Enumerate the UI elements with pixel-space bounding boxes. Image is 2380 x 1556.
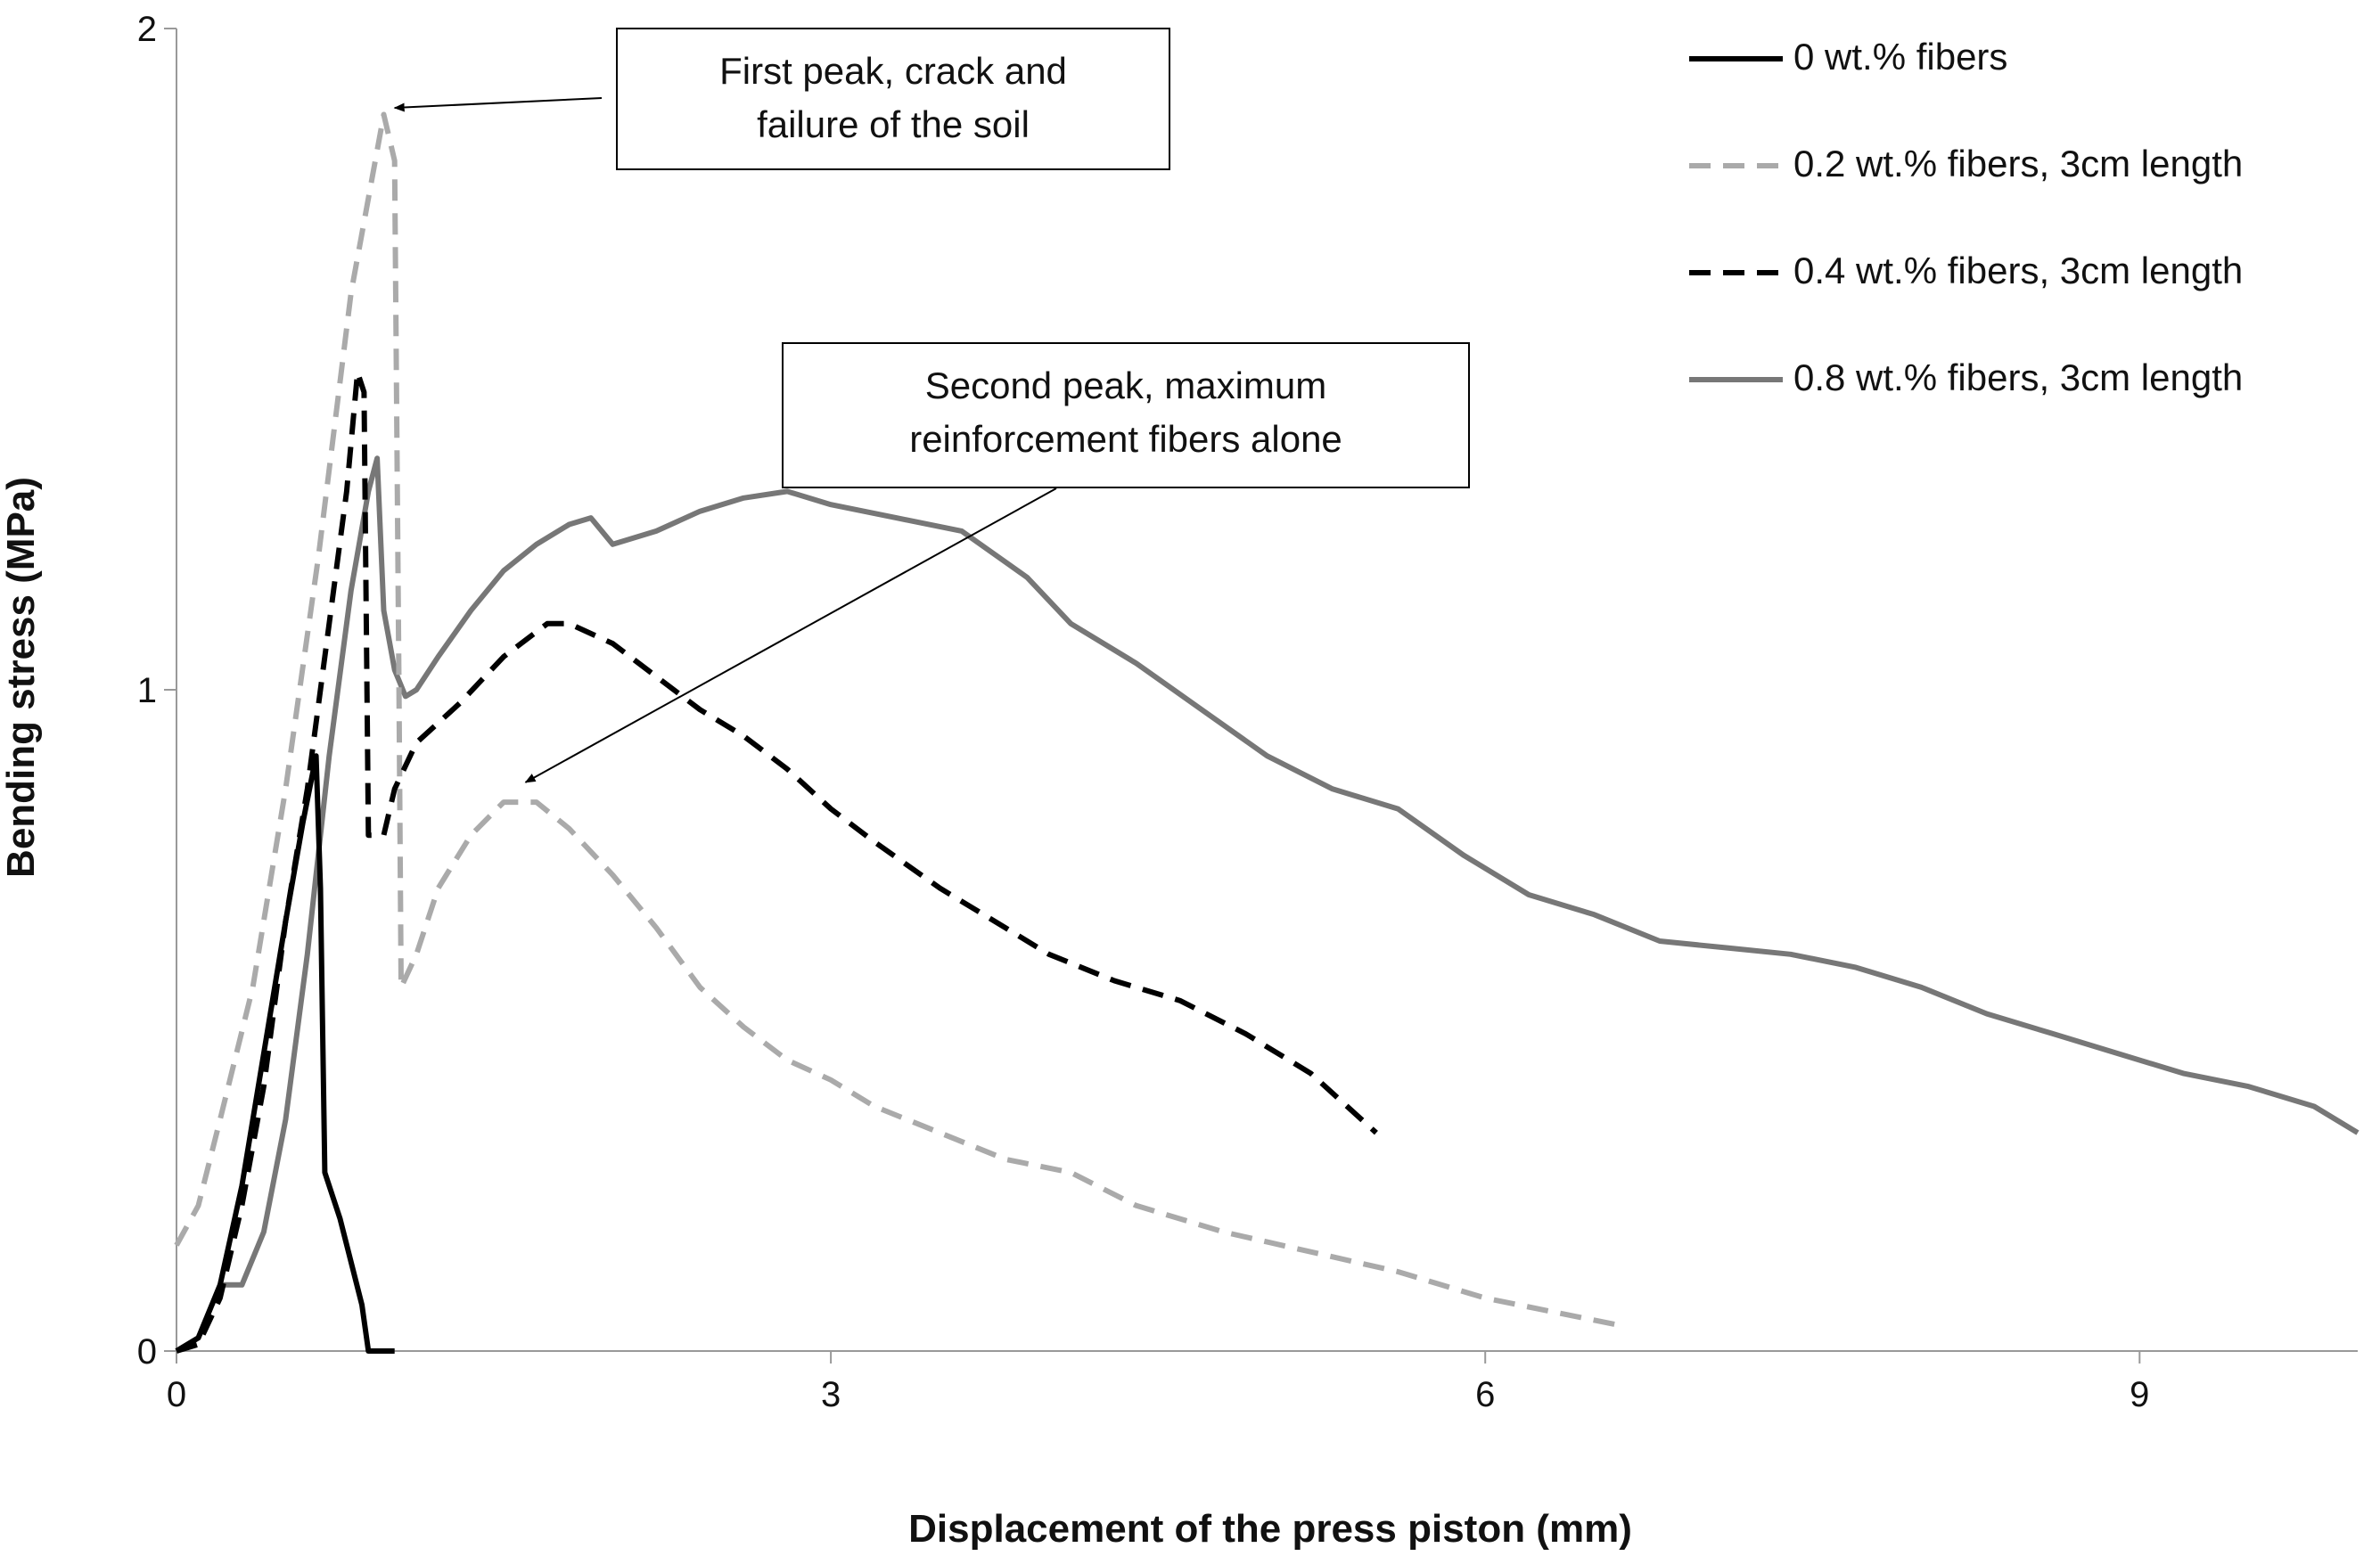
y-tick-label: 0 xyxy=(137,1332,157,1372)
legend-item-0-2-wt-fibers-3cm-length: 0.2 wt.% fibers, 3cm length xyxy=(1689,143,2243,184)
annotation-arrow xyxy=(393,97,603,112)
annotation-text-line: reinforcement fibers alone xyxy=(909,418,1342,460)
legend-item-0-4-wt-fibers-3cm-length: 0.4 wt.% fibers, 3cm length xyxy=(1689,250,2243,291)
series-line-0-2-wt-fibers-3cm-length xyxy=(174,111,1617,1328)
y-tick-label: 2 xyxy=(137,10,157,49)
x-axis-title: Displacement of the press piston (mm) xyxy=(908,1507,1632,1551)
legend-item-0-8-wt-fibers-3cm-length: 0.8 wt.% fibers, 3cm length xyxy=(1689,356,2243,398)
series-line-0-8-wt-fibers-3cm-length xyxy=(175,455,2359,1354)
x-tick-label: 9 xyxy=(2130,1375,2149,1414)
annotation-text-line: failure of the soil xyxy=(757,103,1030,145)
series-layer xyxy=(174,111,2359,1354)
legend-label: 0 wt.% fibers xyxy=(1793,36,2007,78)
legend-label: 0.8 wt.% fibers, 3cm length xyxy=(1793,356,2243,398)
series-line-0-wt-fibers xyxy=(175,753,395,1354)
annotation-1: First peak, crack and failure of the soil xyxy=(393,28,1170,170)
x-tick-label: 6 xyxy=(1475,1375,1495,1414)
legend: 0 wt.% fibers 0.2 wt.% fibers, 3cm length… xyxy=(1689,36,2243,398)
legend-label: 0.2 wt.% fibers, 3cm length xyxy=(1793,143,2243,184)
legend-item-0-wt-fibers: 0 wt.% fibers xyxy=(1689,36,2007,78)
x-tick-label: 3 xyxy=(821,1375,841,1414)
annotation-layer: First peak, crack and failure of the soil… xyxy=(393,28,1470,783)
annotation-arrow xyxy=(524,487,1057,783)
annotation-text-line: Second peak, maximum xyxy=(925,364,1327,406)
x-tick-label: 0 xyxy=(167,1375,186,1414)
annotation-text-line: First peak, crack and xyxy=(719,50,1067,92)
annotation-box xyxy=(616,28,1170,170)
y-axis-title: Bending stress (MPa) xyxy=(0,477,43,878)
series-line-0-4-wt-fibers-3cm-length xyxy=(176,369,1378,1354)
annotation-2: Second peak, maximum reinforcement fibers… xyxy=(524,342,1470,783)
legend-label: 0.4 wt.% fibers, 3cm length xyxy=(1793,250,2243,291)
y-tick-label: 1 xyxy=(137,671,157,710)
axes: 0 1 2 0 3 6 9 xyxy=(137,10,2358,1414)
annotation-box xyxy=(782,342,1470,488)
